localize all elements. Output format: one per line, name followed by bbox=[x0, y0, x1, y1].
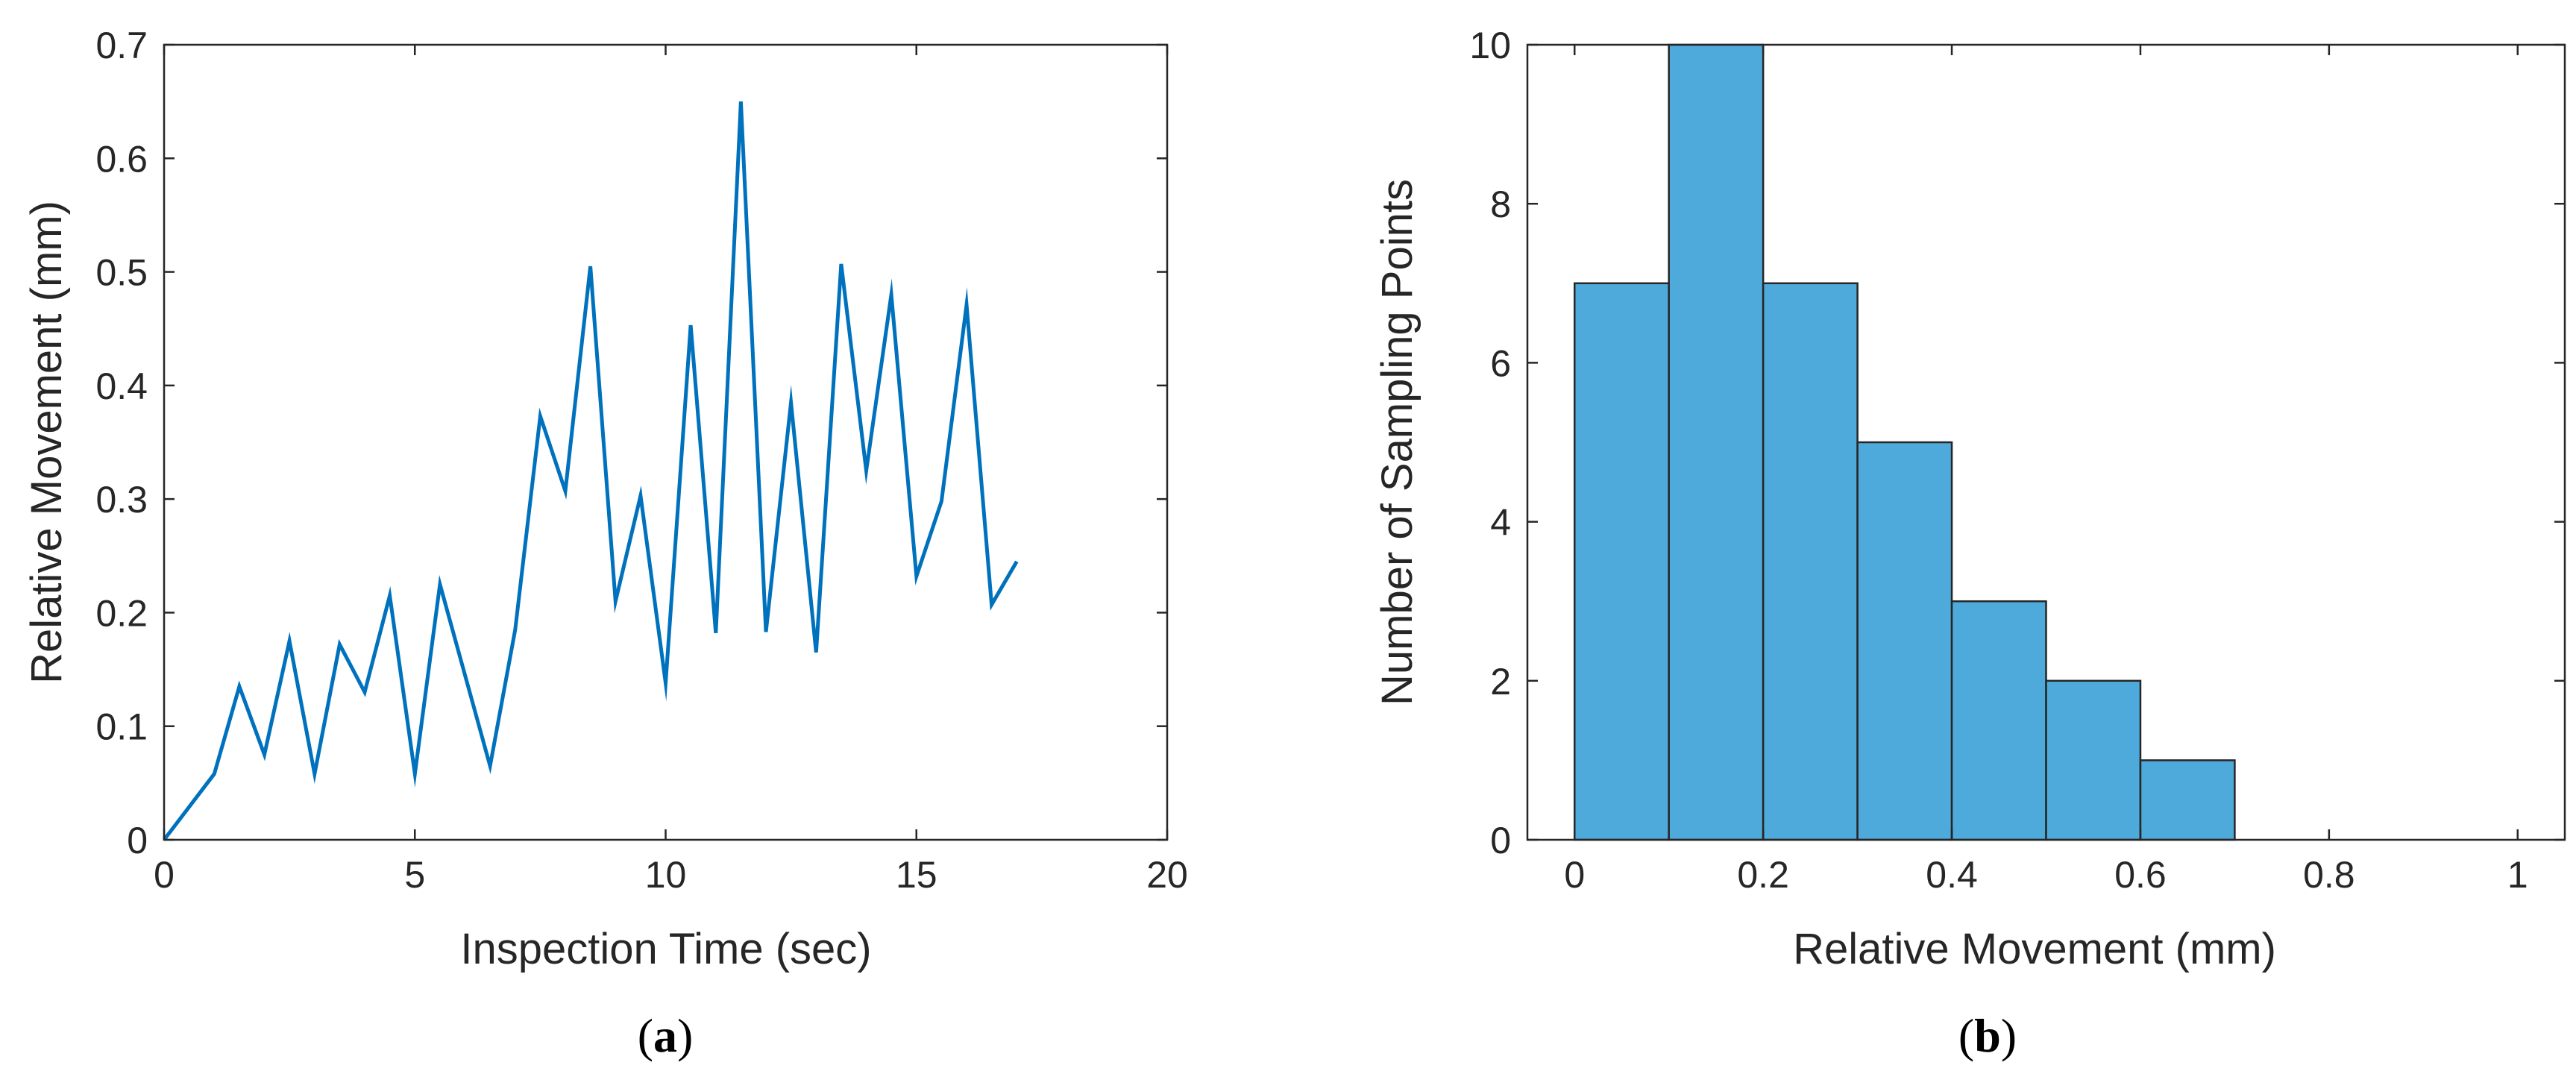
y-axis-title-a: Relative Movement (mm) bbox=[22, 201, 71, 684]
histogram-bar bbox=[2045, 679, 2142, 841]
histogram-bar bbox=[2139, 759, 2236, 841]
histogram-bar bbox=[1762, 282, 1859, 841]
x-tick-labels-b: 0 0.2 0.4 0.6 0.8 1 bbox=[1564, 854, 2528, 896]
y-tick-label-a: 0.7 bbox=[95, 25, 148, 66]
x-axis-title-a: Inspection Time (sec) bbox=[460, 925, 871, 973]
line-series-a bbox=[163, 101, 1019, 841]
x-tick-label-a: 20 bbox=[1146, 854, 1188, 896]
x-tick-label-b: 0.4 bbox=[1926, 854, 1978, 896]
x-tick-label-a: 0 bbox=[154, 854, 175, 896]
y-tick-label-b: 6 bbox=[1490, 342, 1511, 384]
x-axis-title-b: Relative Movement (mm) bbox=[1793, 925, 2276, 973]
x-tick-label-b: 0.8 bbox=[2303, 854, 2355, 896]
y-tick-labels-a: 0 0.1 0.2 0.3 0.4 0.5 0.6 0.7 bbox=[95, 25, 148, 861]
x-tick-label-a: 5 bbox=[404, 854, 425, 896]
y-tick-label-b: 4 bbox=[1490, 502, 1511, 544]
y-tick-labels-b: 0 2 4 6 8 10 bbox=[1469, 25, 1511, 861]
data-line-a bbox=[163, 101, 1019, 841]
y-tick-label-a: 0.6 bbox=[95, 138, 148, 180]
x-tick-label-b: 0.6 bbox=[2114, 854, 2167, 896]
histogram-bar bbox=[1668, 43, 1765, 841]
y-tick-label-b: 2 bbox=[1490, 661, 1511, 703]
line-chart-panel: 0 5 10 15 20 0 0.1 0.2 0.3 0.4 0.5 0.6 0.7 Inspecti… bbox=[22, 25, 1188, 1062]
x-tick-label-b: 0 bbox=[1564, 854, 1585, 896]
y-tick-label-a: 0.1 bbox=[95, 706, 148, 748]
y-tick-label-a: 0.4 bbox=[95, 365, 148, 407]
panel-label-b: (b) bbox=[1958, 1009, 2017, 1062]
x-tick-label-b: 0.2 bbox=[1737, 854, 1789, 896]
y-tick-label-a: 0.3 bbox=[95, 479, 148, 521]
y-tick-label-b: 10 bbox=[1469, 25, 1511, 66]
panel-label-a: (a) bbox=[638, 1009, 694, 1062]
panel-label-b-letter: b bbox=[1974, 1009, 2001, 1062]
x-tick-label-a: 10 bbox=[645, 854, 687, 896]
x-tick-label-b: 1 bbox=[2507, 854, 2528, 896]
histogram-panel: 0 0.2 0.4 0.6 0.8 1 0 2 4 6 8 10 Relative Movement… bbox=[1373, 25, 2566, 1062]
panel-label-a-letter: a bbox=[653, 1009, 677, 1062]
plot-area-a bbox=[164, 45, 1167, 840]
y-tick-label-b: 8 bbox=[1490, 183, 1511, 225]
y-axis-title-b: Number of Sampling Points bbox=[1373, 179, 1421, 706]
plot-frame-a bbox=[163, 43, 1169, 841]
histogram-bars-b bbox=[1573, 43, 2236, 841]
y-tick-label-b: 0 bbox=[1490, 820, 1511, 861]
histogram-bar bbox=[1573, 282, 1670, 841]
x-tick-labels-a: 0 5 10 15 20 bbox=[154, 854, 1188, 896]
histogram-bar bbox=[1950, 600, 2047, 841]
y-tick-label-a: 0.2 bbox=[95, 592, 148, 634]
y-tick-label-a: 0 bbox=[127, 820, 148, 861]
x-tick-label-a: 15 bbox=[896, 854, 937, 896]
y-tick-label-a: 0.5 bbox=[95, 252, 148, 294]
plot-frame-b bbox=[1526, 43, 2566, 841]
histogram-bar bbox=[1856, 441, 1953, 841]
